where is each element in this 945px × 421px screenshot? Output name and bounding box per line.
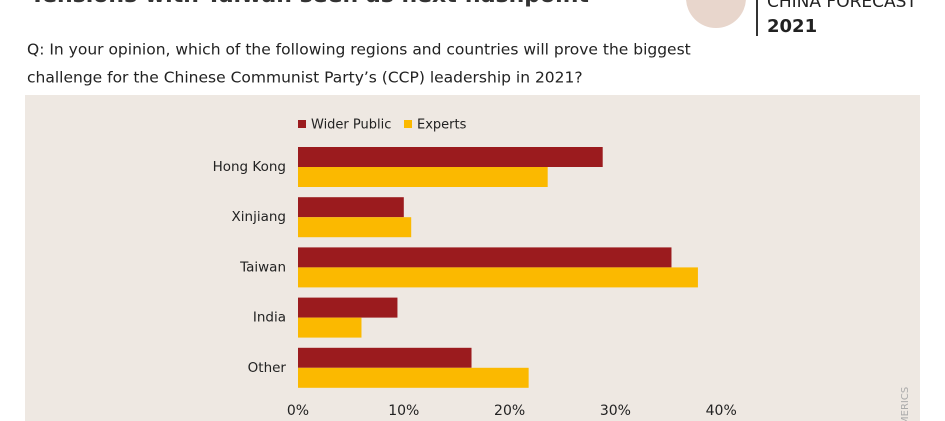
legend-swatch (404, 120, 412, 128)
x-tick-label: 30% (600, 403, 631, 419)
logo-line1: CHINA FORECAST (767, 0, 917, 12)
x-tick-label: 0% (287, 403, 309, 419)
title: Tensions with Taiwan seen as next flashp… (30, 0, 589, 8)
logo-line2: 2021 (767, 16, 817, 37)
bar (298, 167, 548, 187)
legend-label: Experts (417, 118, 467, 133)
bar (298, 197, 404, 218)
y-tick-label: Hong Kong (213, 159, 286, 175)
legend-swatch (298, 120, 306, 128)
legend-label: Wider Public (311, 118, 391, 133)
bar (298, 347, 472, 368)
bar (298, 247, 672, 268)
bar (298, 317, 362, 338)
question-line: challenge for the Chinese Communist Part… (27, 69, 583, 87)
bar (298, 267, 698, 288)
source: MERICS (900, 387, 911, 421)
bar (298, 297, 398, 318)
bar (298, 367, 529, 388)
x-tick-label: 40% (706, 403, 737, 419)
y-tick-label: Xinjiang (232, 209, 286, 225)
y-tick-label: Other (248, 360, 287, 376)
question-line: Q: In your opinion, which of the followi… (27, 41, 691, 59)
x-tick-label: 10% (388, 403, 419, 419)
y-tick-label: India (253, 310, 286, 326)
logo-icon (686, 0, 746, 28)
x-tick-label: 20% (494, 403, 525, 419)
y-tick-label: Taiwan (239, 259, 286, 275)
bar (298, 147, 603, 167)
bar (298, 217, 412, 238)
